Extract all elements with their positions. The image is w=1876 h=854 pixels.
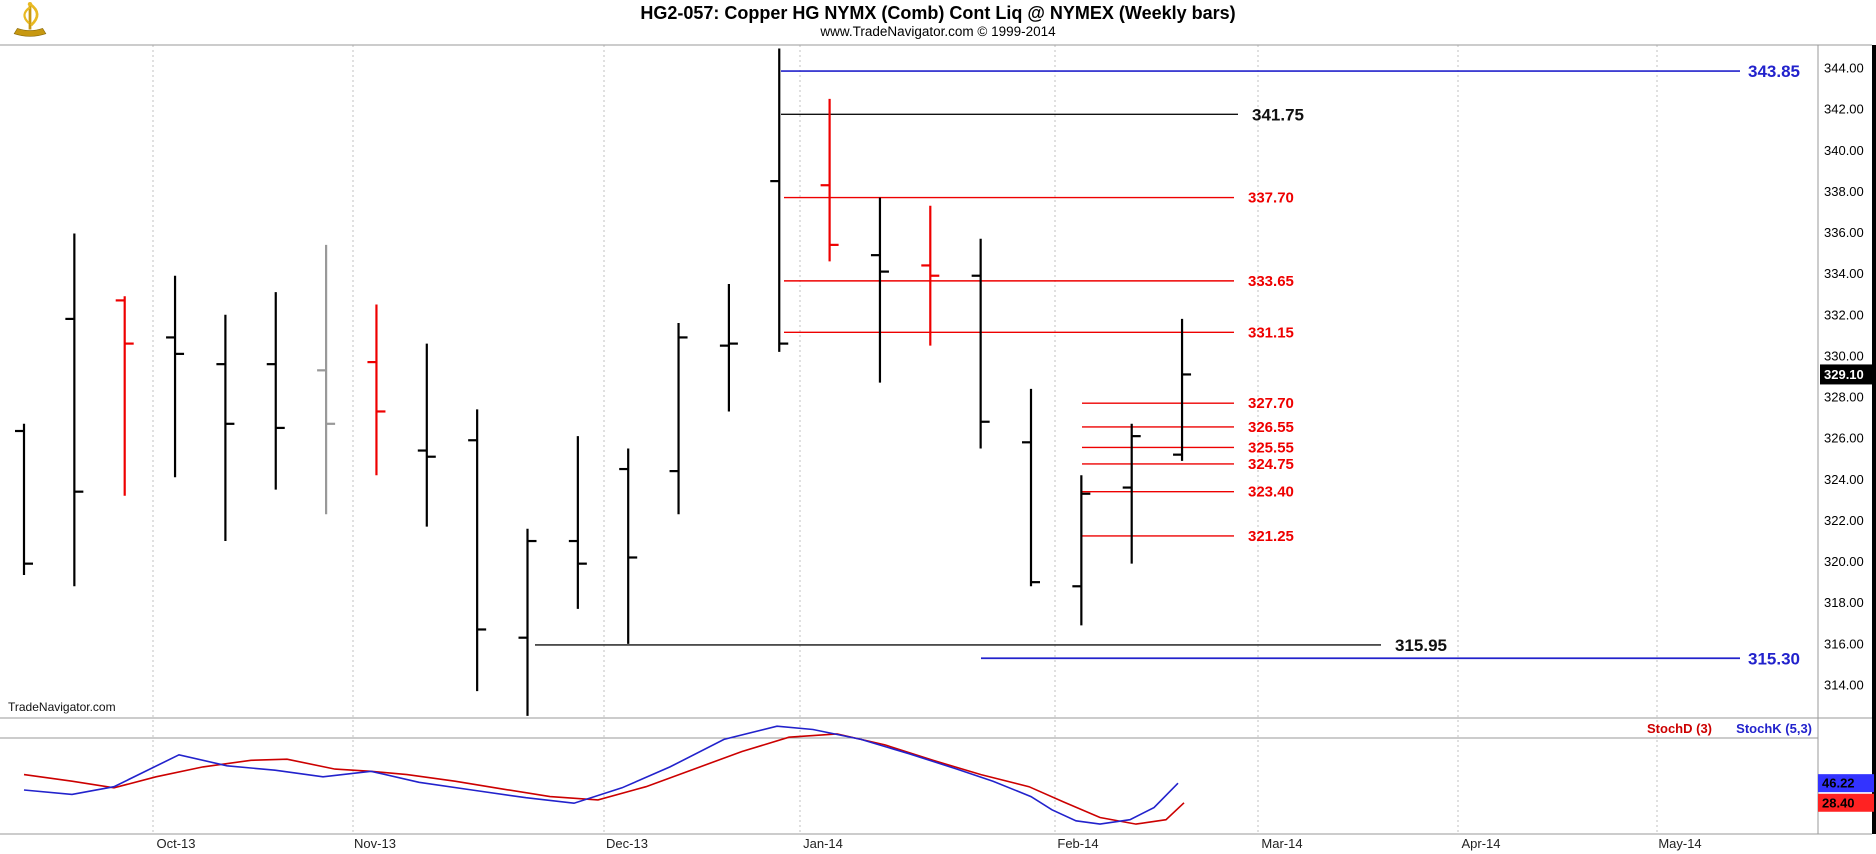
month-label-Mar-14: Mar-14	[1261, 836, 1302, 851]
level-label-331.15: 331.15	[1248, 324, 1294, 341]
price-tick-label: 340.00	[1824, 143, 1864, 158]
month-label-Apr-14: Apr-14	[1461, 836, 1500, 851]
level-label-326.55: 326.55	[1248, 419, 1294, 436]
month-label-Jan-14: Jan-14	[803, 836, 843, 851]
price-tick-label: 334.00	[1824, 266, 1864, 281]
logo-sail-left	[23, 6, 31, 24]
logo-finial	[27, 1, 33, 7]
price-tick-label: 338.00	[1824, 184, 1864, 199]
last-price-label: 329.10	[1824, 367, 1864, 382]
watermark-text: TradeNavigator.com	[8, 700, 116, 714]
stoch-k-value-box	[1818, 774, 1874, 793]
level-label-315.30: 315.30	[1748, 649, 1800, 668]
price-tick-label: 336.00	[1824, 225, 1864, 240]
month-label-Nov-13: Nov-13	[354, 836, 396, 851]
stoch-d-value-box	[1818, 793, 1874, 812]
level-label-325.55: 325.55	[1248, 439, 1294, 456]
price-tick-label: 318.00	[1824, 595, 1864, 610]
price-tick-label: 326.00	[1824, 431, 1864, 446]
logo-hull	[13, 28, 47, 37]
month-label-Oct-13: Oct-13	[156, 836, 195, 851]
level-label-333.65: 333.65	[1248, 273, 1294, 290]
level-label-321.25: 321.25	[1248, 528, 1294, 545]
last-price-badge	[1820, 364, 1874, 385]
stoch-d-value: 28.40	[1822, 795, 1855, 810]
stoch-d-line	[23, 733, 1185, 825]
stoch-d-label: StochD (3)	[1647, 721, 1712, 736]
logo-sail-right	[29, 3, 39, 27]
price-tick-label: 322.00	[1824, 513, 1864, 528]
stoch-k-line	[23, 725, 1179, 825]
tradenavigator-logo-icon	[13, 1, 47, 37]
price-tick-label: 342.00	[1824, 102, 1864, 117]
level-label-323.40: 323.40	[1248, 484, 1294, 501]
stoch-k-value: 46.22	[1822, 776, 1855, 791]
price-tick-label: 344.00	[1824, 61, 1864, 76]
price-tick-label: 332.00	[1824, 307, 1864, 322]
price-tick-label: 330.00	[1824, 348, 1864, 363]
month-label-Dec-13: Dec-13	[606, 836, 648, 851]
price-tick-label: 316.00	[1824, 636, 1864, 651]
level-label-343.85: 343.85	[1748, 62, 1800, 81]
price-tick-label: 328.00	[1824, 390, 1864, 405]
stoch-k-label: StochK (5,3)	[1736, 721, 1812, 736]
price-tick-label: 314.00	[1824, 678, 1864, 693]
right-edge-bar	[1872, 45, 1876, 834]
month-label-Feb-14: Feb-14	[1057, 836, 1098, 851]
level-label-327.70: 327.70	[1248, 395, 1294, 412]
level-label-337.70: 337.70	[1248, 190, 1294, 207]
level-label-315.95: 315.95	[1395, 636, 1447, 655]
level-label-324.75: 324.75	[1248, 456, 1294, 473]
price-tick-label: 320.00	[1824, 554, 1864, 569]
price-tick-label: 324.00	[1824, 472, 1864, 487]
month-label-May-14: May-14	[1658, 836, 1701, 851]
level-label-341.75: 341.75	[1252, 105, 1304, 124]
